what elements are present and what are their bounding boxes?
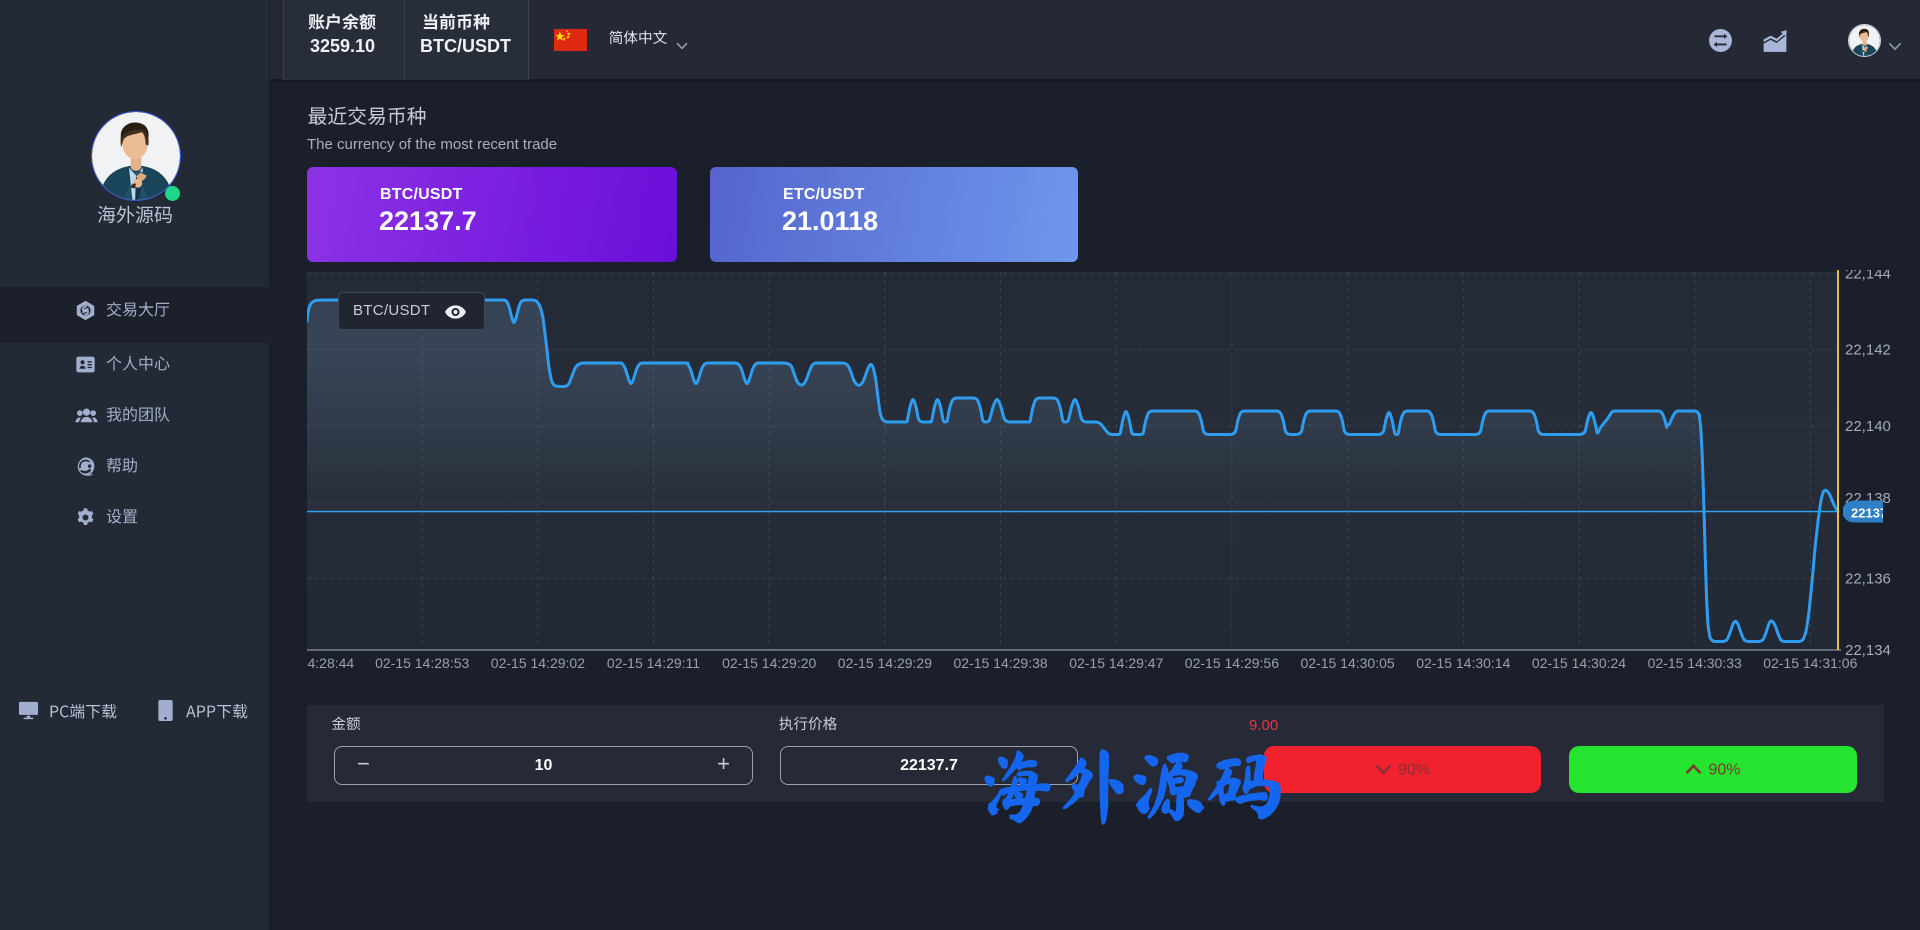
svg-text:02-15 14:29:20: 02-15 14:29:20	[722, 655, 816, 671]
svg-text:02-15 14:29:38: 02-15 14:29:38	[953, 655, 1047, 671]
svg-text:02-15 14:29:56: 02-15 14:29:56	[1185, 655, 1279, 671]
svg-text:02-15 14:29:47: 02-15 14:29:47	[1069, 655, 1163, 671]
svg-text:22,136: 22,136	[1845, 570, 1891, 587]
svg-text:02-15 14:30:24: 02-15 14:30:24	[1532, 655, 1626, 671]
svg-text:22137.7: 22137.7	[1851, 506, 1898, 521]
svg-text:02-15 14:30:14: 02-15 14:30:14	[1416, 655, 1510, 671]
svg-text:22,144: 22,144	[1845, 270, 1891, 283]
svg-text:22,142: 22,142	[1845, 342, 1891, 359]
svg-text:02-15 14:29:29: 02-15 14:29:29	[838, 655, 932, 671]
svg-text:02-15 14:28:53: 02-15 14:28:53	[375, 655, 469, 671]
svg-text:02-15 14:29:11: 02-15 14:29:11	[607, 655, 700, 671]
svg-text:4:28:44: 4:28:44	[308, 655, 355, 671]
svg-text:22,134: 22,134	[1845, 642, 1891, 659]
svg-text:22,140: 22,140	[1845, 418, 1891, 435]
svg-text:02-15 14:30:05: 02-15 14:30:05	[1300, 655, 1394, 671]
svg-text:02-15 14:29:02: 02-15 14:29:02	[491, 655, 585, 671]
svg-text:02-15 14:31:06: 02-15 14:31:06	[1763, 655, 1857, 671]
svg-text:02-15 14:30:33: 02-15 14:30:33	[1648, 655, 1742, 671]
